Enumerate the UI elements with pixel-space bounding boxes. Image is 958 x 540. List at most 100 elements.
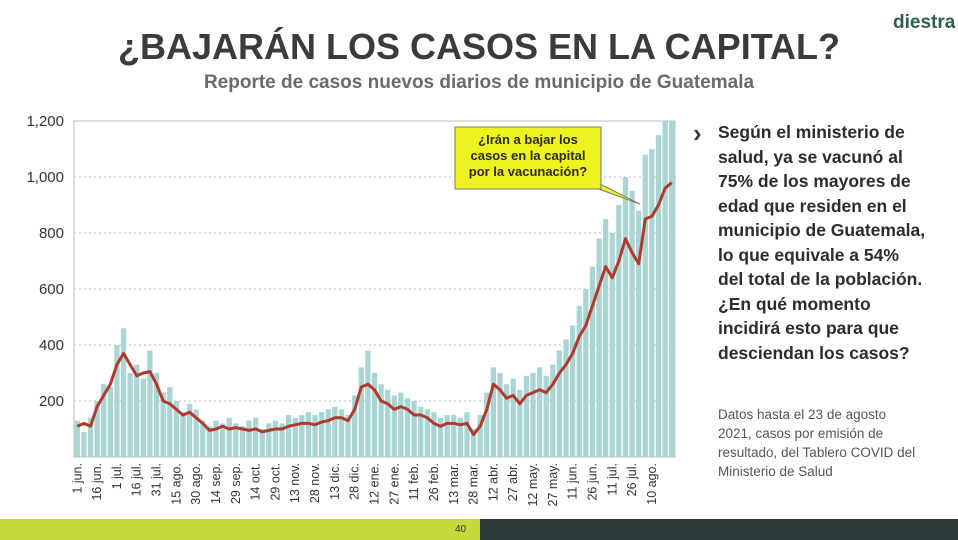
bar [662, 121, 668, 457]
bar [266, 423, 272, 457]
x-tick-label: 11 jun. [566, 463, 580, 500]
bar [470, 429, 477, 457]
bar [114, 345, 120, 457]
callout-text: ¿Irán a bajar los casos en la capital po… [468, 132, 588, 179]
x-tick-label: 26 jul. [625, 463, 639, 496]
bar [536, 367, 543, 457]
bar [358, 367, 364, 457]
bar [622, 177, 629, 457]
bar [325, 409, 331, 457]
arrow-icon: › [693, 118, 702, 148]
x-tick-label: 14 oct. [249, 463, 263, 501]
bar [464, 412, 470, 457]
bar [81, 431, 87, 457]
x-tick-label: 13 mar. [447, 463, 461, 505]
bar [385, 389, 391, 457]
bar [279, 423, 285, 457]
bar [246, 420, 252, 457]
x-tick-label: 28 dic. [348, 463, 362, 500]
x-tick-label: 1 jun. [70, 463, 84, 494]
x-tick-label: 14 sep. [209, 463, 223, 504]
bar [312, 415, 318, 457]
bar [101, 384, 107, 457]
bar [569, 325, 576, 457]
x-tick-label: 15 ago. [169, 463, 183, 505]
bar [636, 210, 642, 457]
bar [563, 339, 569, 457]
x-tick-label: 28 nov. [308, 463, 322, 503]
bar [233, 423, 239, 457]
callout-box [454, 126, 602, 190]
bar [299, 415, 305, 457]
bar [451, 415, 457, 457]
bar [431, 412, 437, 457]
bar [517, 389, 523, 457]
x-tick-label: 28 mar. [467, 463, 481, 505]
x-tick-label: 29 sep. [229, 463, 243, 504]
page-number: 40 [455, 524, 467, 535]
subtitle: Reporte de casos nuevos diarios de munic… [203, 72, 755, 93]
y-tick-label: 400 [39, 337, 64, 354]
bar [378, 384, 384, 457]
bar [371, 373, 378, 457]
bar [193, 409, 199, 457]
bar [477, 415, 483, 457]
bar [147, 350, 153, 457]
x-tick-label: 31 jul. [150, 463, 164, 496]
logo: diestra [893, 12, 956, 33]
x-tick-label: 16 jun. [90, 463, 104, 501]
bar [160, 392, 166, 457]
chart: 200 400 600 800 1,000 1,200 1 jun. 16 jun. 1 jul… [26, 113, 676, 507]
bar [556, 350, 563, 457]
bar [167, 387, 173, 457]
bar [259, 429, 265, 457]
bar [550, 364, 556, 457]
bar [497, 373, 503, 457]
bar [530, 373, 536, 457]
bar [272, 420, 279, 457]
bar [120, 328, 127, 457]
bar [649, 149, 655, 457]
bar [418, 406, 424, 457]
bar [200, 420, 206, 457]
x-tick-label: 16 jul. [130, 463, 144, 496]
bar [629, 191, 635, 457]
bar [503, 384, 510, 457]
bar [523, 375, 530, 457]
bar [153, 373, 160, 457]
x-tick-label: 11 jul. [605, 463, 619, 495]
line [76, 181, 673, 437]
y-tick-label: 1,000 [26, 169, 64, 186]
bar [140, 378, 146, 457]
bar [365, 350, 371, 457]
bar [213, 420, 219, 457]
bar [616, 205, 622, 457]
y-tick-label: 600 [39, 281, 64, 298]
bar [134, 364, 140, 457]
bar [332, 406, 338, 457]
plot [74, 121, 675, 457]
footer-green [0, 519, 480, 540]
bar [404, 398, 411, 457]
bar [642, 154, 648, 457]
bar [669, 121, 675, 457]
bar [655, 135, 662, 457]
title: ¿BAJARÁN LOS CASOS EN LA CAPITAL? [117, 26, 840, 67]
bar [510, 378, 516, 457]
footer-dark [480, 519, 958, 540]
x-tick-label: 26 jun. [585, 463, 599, 501]
x-tick-label: 27 may. [546, 463, 560, 507]
x-tick-label: 10 ago. [645, 463, 659, 505]
bar [484, 392, 490, 457]
bar [391, 395, 397, 457]
bar [74, 420, 80, 457]
bar [180, 412, 186, 457]
bar [292, 417, 298, 457]
bar [226, 417, 232, 457]
bar [319, 412, 325, 457]
x-tick-label: 12 ene. [368, 463, 382, 505]
bar [352, 395, 358, 457]
bar [411, 401, 417, 457]
bar [94, 401, 100, 457]
x-tick-label: 12 abr. [486, 463, 500, 501]
